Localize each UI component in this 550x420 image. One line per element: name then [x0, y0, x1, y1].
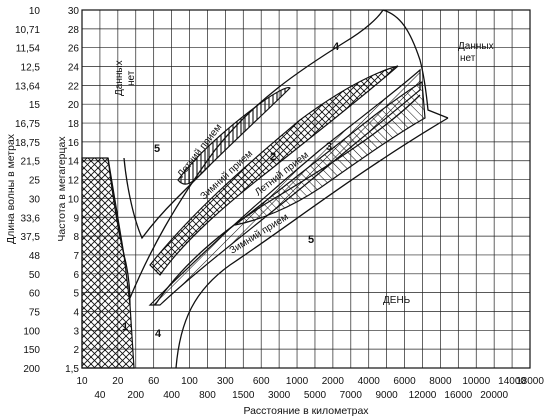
wavelength-tick-label: 200: [23, 364, 40, 375]
region-label-4-bottom: 4: [155, 328, 162, 340]
wavelength-tick-label: 16,75: [15, 119, 40, 130]
x-tick-label: 9000: [376, 390, 399, 401]
wavelength-tick-label: 25: [29, 176, 41, 187]
wavelength-tick-label: 18,75: [15, 138, 40, 149]
curves-layer: [107, 9, 449, 369]
wavelength-tick-label: 37,5: [21, 232, 41, 243]
frequency-tick-label: 2: [73, 345, 79, 356]
frequency-tick-label: 7: [73, 251, 79, 262]
wavelength-tick-labels: 10 10,71 11,54 12,5 13,64 15 16,75 18,75 21,5 25 3…: [15, 6, 40, 375]
x-tick-label: 400: [163, 390, 180, 401]
x-tick-label: 1500: [232, 390, 255, 401]
x-tick-label: 10: [76, 376, 88, 387]
x-tick-label: 1000: [286, 376, 309, 387]
wavelength-tick-label: 10,71: [15, 25, 40, 36]
frequency-tick-label: 26: [68, 44, 80, 55]
wavelength-tick-label: 100: [23, 326, 40, 337]
frequency-tick-label: 16: [68, 138, 80, 149]
wavelength-tick-label: 10: [29, 6, 41, 17]
x-tick-label: 300: [217, 376, 234, 387]
wavelength-tick-label: 30: [29, 194, 41, 205]
x-tick-label: 12000: [409, 390, 437, 401]
x-tick-label: 40: [94, 390, 106, 401]
frequency-tick-label: 24: [68, 63, 80, 74]
x-tick-labels-top-row: 10 20 60 100 300 600 1000 2000 4000 6000 8000 10000…: [76, 376, 544, 387]
frequency-tick-label: 4: [73, 307, 79, 318]
frequency-tick-label: 14: [68, 157, 80, 168]
frequency-tick-label: 18: [68, 119, 80, 130]
x-tick-label: 20000: [480, 390, 508, 401]
region-label-5-right: 5: [308, 234, 314, 246]
frequency-tick-label: 3: [73, 326, 79, 337]
x-tick-label: 2000: [322, 376, 345, 387]
frequency-tick-label: 6: [73, 270, 79, 281]
region-label-4-top: 4: [333, 41, 340, 53]
x-tick-label: 18000: [516, 376, 544, 387]
frequency-tick-label: 10: [68, 194, 80, 205]
region-label-5-left: 5: [154, 143, 160, 155]
boundary-curve-4: [129, 9, 384, 299]
x-tick-label: 8000: [429, 376, 452, 387]
wavelength-tick-label: 50: [29, 270, 41, 281]
wavelength-tick-label: 48: [29, 251, 41, 262]
frequency-tick-label: 22: [68, 81, 80, 92]
no-data-right-line1: Данных: [458, 41, 494, 52]
region-3-area: [234, 80, 426, 226]
wavelength-tick-label: 12,5: [21, 63, 41, 74]
no-data-left-line1: Данных: [114, 60, 125, 96]
wavelength-tick-label: 33,6: [21, 213, 41, 224]
region-label-3: 3: [326, 141, 332, 153]
x-tick-labels-bottom-row: 40 200 400 800 1500 3000 5000 7000 9000 12000 1600…: [94, 390, 508, 401]
frequency-tick-label: 5: [73, 289, 79, 300]
x-tick-label: 14000: [498, 376, 526, 387]
x-tick-label: 5000: [304, 390, 327, 401]
frequency-tick-label: 30: [68, 6, 80, 17]
x-tick-label: 7000: [340, 390, 363, 401]
frequency-tick-label: 8: [73, 232, 79, 243]
x-tick-label: 10000: [462, 376, 490, 387]
wavelength-tick-label: 11,54: [16, 44, 41, 55]
region-label-1: 1: [122, 321, 128, 333]
y-axis-title-freq: Частота в мегагерцах: [56, 136, 68, 242]
region-label-2: 2: [270, 151, 276, 163]
x-tick-label: 100: [181, 376, 198, 387]
winter-band-area: [149, 65, 399, 276]
frequency-tick-label: 28: [68, 25, 80, 36]
no-data-left-line2: нет: [126, 70, 137, 86]
left-notch-curve: [123, 157, 211, 240]
x-tick-label: 60: [148, 376, 160, 387]
frequency-tick-label: 9: [73, 213, 79, 224]
wavelength-tick-label: 60: [29, 289, 41, 300]
wavelength-tick-label: 75: [29, 307, 41, 318]
y-axis-title-wave: Длина волны в метрах: [5, 133, 17, 244]
frequency-tick-labels: 30 28 26 24 22 20 18 16 14 12 10 9 8 7 6 5 4 3 2 1,5: [65, 6, 79, 375]
x-axis-title: Расстояние в километрах: [243, 405, 369, 417]
x-tick-label: 800: [199, 390, 216, 401]
inner-curve: [154, 94, 421, 306]
x-tick-label: 6000: [393, 376, 416, 387]
frequency-tick-label: 20: [68, 100, 80, 111]
frequency-tick-label: 12: [68, 176, 80, 187]
no-data-right-line2: нет: [460, 53, 476, 64]
x-tick-label: 3000: [268, 390, 291, 401]
wavelength-tick-label: 13,64: [15, 81, 40, 92]
wavelength-tick-label: 150: [23, 345, 40, 356]
x-tick-label: 20: [112, 376, 124, 387]
wavelength-tick-label: 21,5: [21, 157, 41, 168]
boundary-curve-lower: [175, 117, 449, 369]
day-label: ДЕНЬ: [383, 295, 411, 306]
frequency-tick-label: 1,5: [65, 364, 79, 375]
plot-frame: [81, 9, 531, 369]
x-tick-label: 600: [253, 376, 270, 387]
boundary-curve-upper-right: [382, 9, 449, 119]
left-v-curve: [107, 157, 131, 306]
x-tick-label: 200: [127, 390, 144, 401]
regions-layer: [81, 65, 426, 369]
wavelength-tick-label: 15: [29, 100, 41, 111]
x-tick-label: 4000: [358, 376, 381, 387]
x-tick-label: 16000: [444, 390, 472, 401]
